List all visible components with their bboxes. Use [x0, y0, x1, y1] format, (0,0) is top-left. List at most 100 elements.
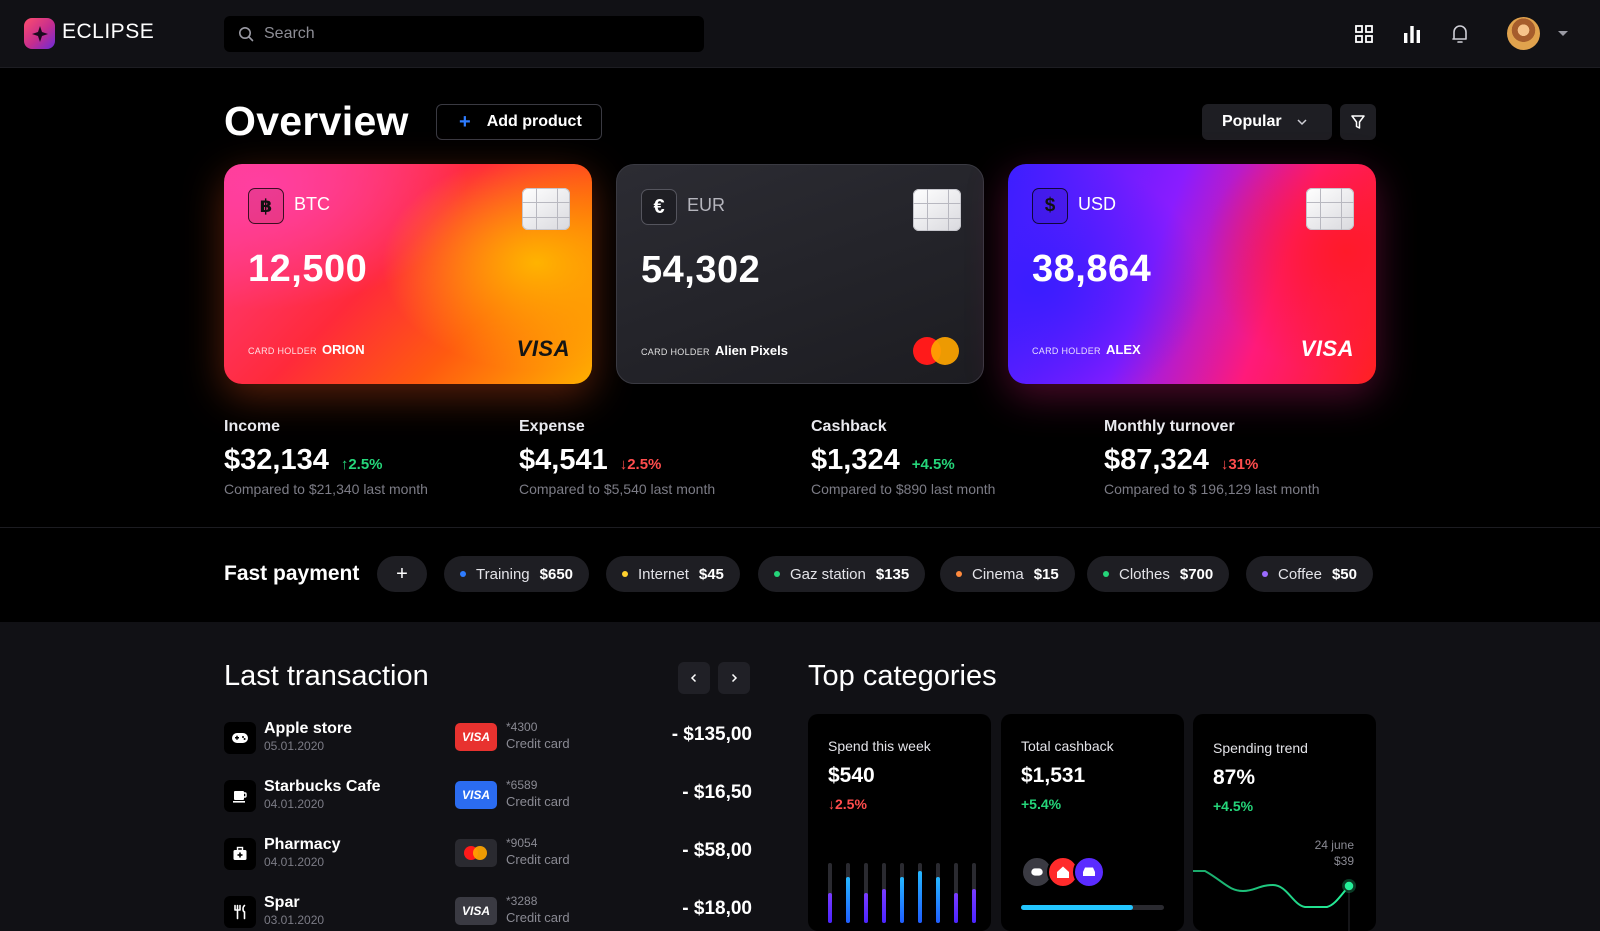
transaction-amount: - $18,00 [682, 898, 752, 919]
stat-change: ↓2.5% [619, 456, 662, 473]
trend-tooltip-date: 24 june [1314, 838, 1354, 852]
gamepad-icon [224, 722, 256, 754]
top-bar: ECLIPSE [0, 0, 1600, 68]
stat-value: $4,541 [519, 444, 608, 476]
weekly-bars-chart [828, 863, 976, 923]
coffee-icon [224, 780, 256, 812]
chip-amount: $50 [1331, 565, 1357, 583]
visa-card-icon: VISA [455, 897, 497, 925]
app-logo-icon[interactable] [24, 18, 55, 49]
transaction-name: Pharmacy [264, 836, 341, 853]
chip-label: Clothes [1119, 565, 1170, 583]
chip-amount: $700 [1179, 565, 1214, 583]
transaction-amount: - $16,50 [682, 782, 752, 803]
fast-payment-chip[interactable]: Coffee $50 [1246, 556, 1373, 592]
transaction-date: 04.01.2020 [264, 855, 325, 869]
category-card-total-cashback[interactable]: Total cashback $1,531 +5.4% [1001, 714, 1184, 931]
fast-payment-chip[interactable]: Internet $45 [606, 556, 740, 592]
card-usd[interactable]: $ USD 38,864 CARD HOLDER ALEX VISA [1008, 164, 1376, 384]
card-currency: USD [1078, 194, 1117, 214]
stat-compare: Compared to $ 196,129 last month [1104, 481, 1320, 497]
category-avatars [1021, 856, 1111, 890]
category-value: 87% [1213, 766, 1256, 789]
status-dot [1262, 571, 1268, 577]
category-card-spend-week[interactable]: Spend this week $540 ↓2.5% [808, 714, 991, 931]
chip-label: Training [476, 565, 530, 583]
chip-label: Internet [638, 565, 689, 583]
chevron-left-icon [690, 673, 697, 683]
search-bar[interactable] [224, 16, 704, 52]
fast-payment-title: Fast payment [224, 562, 360, 585]
fast-payment-chip[interactable]: Gaz station $135 [758, 556, 926, 592]
category-value: $1,531 [1021, 764, 1086, 787]
bell-icon[interactable] [1448, 22, 1472, 46]
spending-trend-line [1193, 870, 1356, 931]
search-input[interactable] [264, 16, 684, 52]
plus-icon: + [459, 111, 471, 133]
category-change: +5.4% [1021, 796, 1062, 812]
add-product-button[interactable]: + Add product [436, 104, 602, 140]
transaction-row[interactable]: Spar 03.01.2020 VISA *3288 Credit card -… [224, 894, 752, 931]
fast-payment-chip[interactable]: Cinema $15 [940, 556, 1075, 592]
bitcoin-icon: ฿ [248, 188, 284, 224]
card-type: Credit card [506, 852, 570, 867]
filter-button[interactable] [1340, 104, 1376, 140]
next-button[interactable] [718, 662, 750, 694]
card-holder-name: Alien Pixels [715, 343, 788, 358]
card-number: *3288 [506, 894, 538, 908]
cashback-progress-track [1021, 905, 1164, 910]
prev-button[interactable] [678, 662, 710, 694]
transaction-date: 04.01.2020 [264, 797, 325, 811]
fast-payment-chip[interactable]: Training $650 [444, 556, 590, 592]
bar-chart-icon[interactable] [1400, 22, 1424, 46]
sort-label: Popular [1222, 113, 1282, 130]
card-holder-label: CARD HOLDER [248, 346, 317, 356]
euro-icon: € [641, 189, 677, 225]
category-change: +4.5% [1213, 798, 1254, 814]
chip-amount: $650 [539, 565, 574, 583]
card-amount: 12,500 [248, 248, 368, 290]
card-eur[interactable]: € EUR 54,302 CARD HOLDER Alien Pixels [616, 164, 984, 384]
medkit-icon [224, 838, 256, 870]
card-holder-label: CARD HOLDER [641, 347, 710, 357]
transaction-row[interactable]: Apple store 05.01.2020 VISA *4300 Credit… [224, 720, 752, 760]
category-title: Spend this week [828, 738, 931, 754]
sort-dropdown[interactable]: Popular [1202, 104, 1332, 140]
status-dot [774, 571, 780, 577]
stat-value: $87,324 [1104, 444, 1209, 476]
card-holder-name: ALEX [1106, 342, 1141, 357]
card-btc[interactable]: ฿ BTC 12,500 CARD HOLDER ORION VISA [224, 164, 592, 384]
card-chip [522, 188, 570, 230]
chip-label: Gaz station [790, 565, 866, 583]
transaction-row[interactable]: Pharmacy 04.01.2020 *9054 Credit card - … [224, 836, 752, 876]
card-chip [1306, 188, 1354, 230]
mastercard-card-icon [455, 839, 497, 867]
car-icon [1073, 856, 1105, 888]
status-dot [622, 571, 628, 577]
card-amount: 38,864 [1032, 248, 1152, 290]
chevron-down-icon [1297, 119, 1307, 126]
add-fast-payment-button[interactable]: + [377, 556, 427, 592]
filter-icon [1351, 115, 1365, 129]
grid-view-icon[interactable] [1352, 22, 1376, 46]
category-title: Spending trend [1213, 740, 1308, 756]
last-transaction-title: Last transaction [224, 660, 429, 692]
transaction-amount: - $58,00 [682, 840, 752, 861]
card-number: *9054 [506, 836, 538, 850]
visa-card-icon: VISA [455, 723, 497, 751]
stat-compare: Compared to $5,540 last month [519, 481, 716, 497]
category-change: ↓2.5% [828, 796, 867, 812]
category-title: Total cashback [1021, 738, 1114, 754]
transaction-row[interactable]: Starbucks Cafe 04.01.2020 VISA *6589 Cre… [224, 778, 752, 818]
transaction-date: 03.01.2020 [264, 913, 325, 927]
status-dot [1103, 571, 1109, 577]
category-card-spending-trend[interactable]: Spending trend 87% +4.5% 24 june $39 [1193, 714, 1376, 931]
chevron-down-icon[interactable] [1556, 26, 1570, 40]
card-currency: EUR [687, 195, 726, 215]
stat-cashback: Cashback $1,324 +4.5% Compared to $890 l… [811, 418, 995, 497]
fast-payment-chip[interactable]: Clothes $700 [1087, 556, 1230, 592]
avatar[interactable] [1507, 17, 1540, 50]
app-name: ECLIPSE [62, 20, 155, 43]
top-categories-title: Top categories [808, 660, 997, 692]
stat-change: +4.5% [911, 456, 955, 473]
